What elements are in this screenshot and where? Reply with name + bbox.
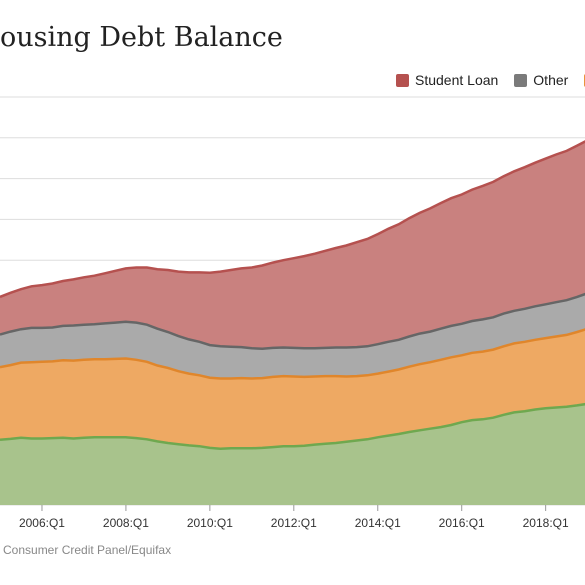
x-tick-label: 2008:Q1 [103, 516, 149, 530]
series-line-3 [0, 292, 585, 350]
series-area-1 [0, 404, 585, 505]
series-area-3 [0, 294, 585, 379]
legend-label-student-loan: Student Loan [415, 72, 499, 88]
legend: Student Loan Other [396, 72, 585, 88]
stacked-areas [0, 141, 585, 505]
x-tick-label: 2010:Q1 [187, 516, 233, 530]
x-tick-label: 2018:Q1 [523, 516, 569, 530]
series-area-student-loan [0, 141, 585, 349]
legend-item-student-loan[interactable]: Student Loan [396, 72, 498, 88]
series-area-2 [0, 329, 585, 449]
series-line-student-loan [0, 140, 585, 299]
series-line-2 [0, 328, 585, 380]
x-tick-label: 2016:Q1 [439, 516, 485, 530]
source-note: Consumer Credit Panel/Equifax [3, 543, 172, 557]
series-lines [0, 140, 585, 450]
legend-swatch-other [514, 73, 528, 87]
x-tick-label: 2014:Q1 [355, 516, 401, 530]
legend-label-other: Other [533, 72, 569, 88]
series-line-1 [0, 402, 585, 450]
legend-item-other[interactable]: Other [514, 72, 568, 88]
legend-swatch-student-loan [396, 73, 409, 87]
chart-title: ousing Debt Balance [0, 22, 283, 53]
x-axis-ticks: 2006:Q1 2008:Q1 2010:Q1 2012:Q1 2014:Q1 2016:… [19, 505, 569, 530]
x-tick-label: 2006:Q1 [19, 516, 65, 530]
x-tick-label: 2012:Q1 [271, 516, 317, 530]
